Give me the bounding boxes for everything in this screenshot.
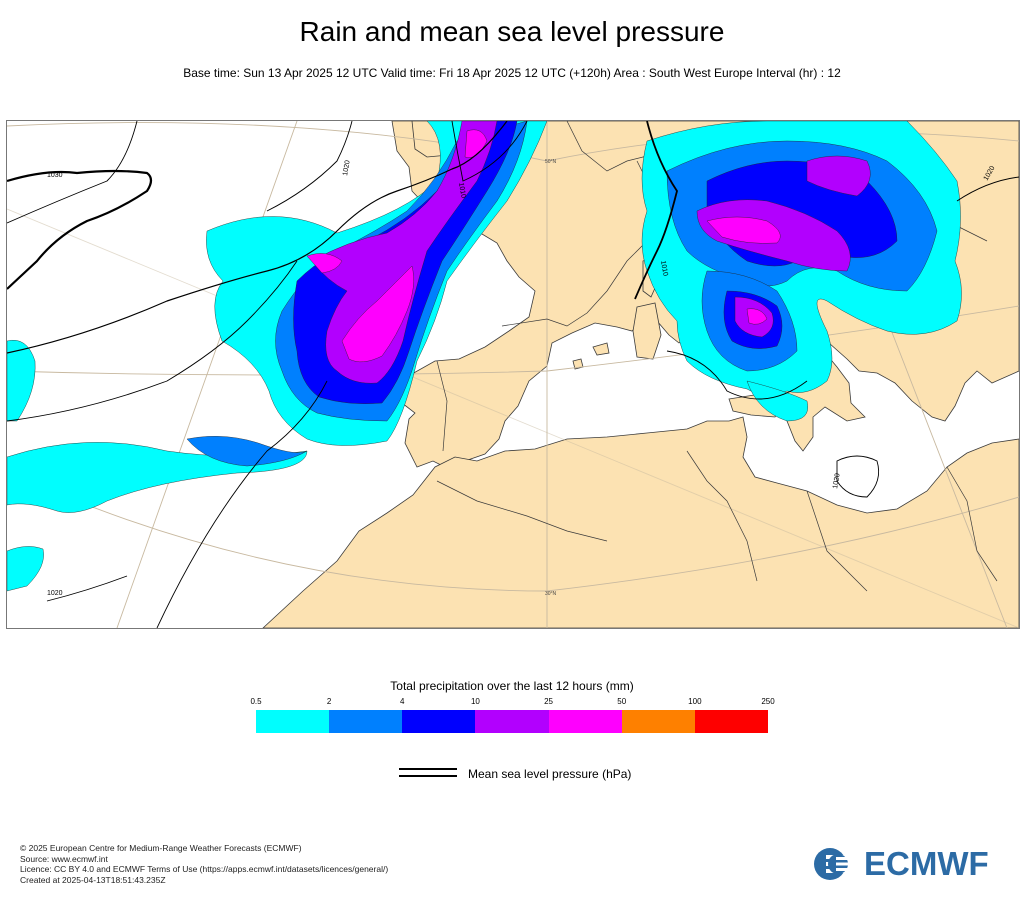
legend-tick-label: 0.5 [250,697,262,706]
ecmwf-logo[interactable]: ECMWF [812,846,1007,882]
parallel-label-30n: 30°N [545,591,557,597]
isobar-label: 1020 [832,473,842,490]
legend-ticks: 0.5 2 4 10 25 50 100 250 [250,697,774,709]
sardinia-land [632,302,662,360]
graticule [7,121,1019,628]
legend-swatch-2 [402,710,476,733]
isobar-label: 1020 [342,160,352,177]
created-line: Created at 2025-04-13T18:51:43.235Z [20,874,166,885]
chart-subtitle: Base time: Sun 13 Apr 2025 12 UTC Valid … [183,66,841,80]
legend-tick-label: 4 [400,697,405,706]
licence-line: Licence: CC BY 4.0 and ECMWF Terms of Us… [20,864,389,874]
chart-title: Rain and mean sea level pressure [299,16,725,47]
legend-tick-label: 250 [761,697,775,706]
legend-tick-label: 50 [617,697,627,706]
ecmwf-logo-icon [814,848,860,880]
mslp-line-swatch [399,768,457,778]
parallel-label-50n: 50°N [545,159,557,165]
legend-swatch-0 [256,710,330,733]
legend-tick-label: 2 [326,697,332,706]
isobars [7,121,1019,628]
legend-tick-label: 10 [470,697,480,706]
precipitation-layer [7,121,962,592]
mslp-legend-label: Mean sea level pressure (hPa) [468,767,632,781]
legend-swatch-4 [548,710,622,733]
legend-swatch-5 [621,710,695,733]
legend-tick-label: 25 [544,697,554,706]
copyright-line: © 2025 European Centre for Medium-Range … [20,843,302,853]
weather-map[interactable]: 50°N 30°N [6,120,1020,629]
ecmwf-logo-text: ECMWF [864,845,989,882]
legend-tick-label: 100 [688,697,702,706]
isobar-label: 1010 [659,260,669,277]
source-line: Source: www.ecmwf.int [20,853,108,864]
legend-title: Total precipitation over the last 12 hou… [390,679,634,693]
legend-swatch-6 [694,710,768,733]
legend-colorbar [256,710,768,733]
isobar-label: 1010 [457,182,467,199]
balearic-land [592,342,610,356]
isobar-label: 1020 [47,590,63,597]
footer-credits: © 2025 European Centre for Medium-Range … [20,843,388,885]
isobar-label: 1030 [47,172,63,179]
legend-swatch-3 [475,710,549,733]
legend-swatch-1 [329,710,403,733]
map-canvas: 50°N 30°N [7,121,1019,628]
africa-land [262,416,1019,628]
